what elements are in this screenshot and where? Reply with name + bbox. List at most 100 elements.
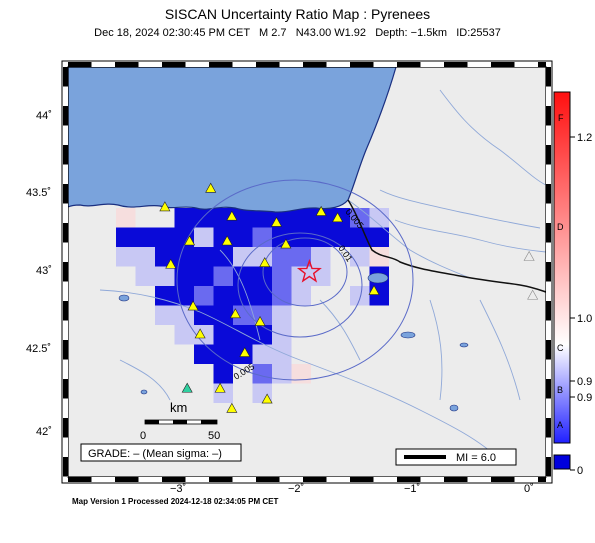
station-marker[interactable]	[332, 212, 344, 223]
uncertainty-cell	[252, 364, 272, 384]
frame-band	[162, 477, 186, 482]
uncertainty-cell	[213, 325, 233, 345]
uncertainty-cell	[155, 227, 175, 247]
uncertainty-cell	[252, 286, 272, 306]
station-marker[interactable]	[226, 210, 238, 221]
frame-band	[546, 281, 551, 301]
frame-band	[63, 86, 68, 106]
mi-text: MI = 6.0	[456, 452, 496, 464]
uncertainty-cell	[155, 305, 175, 325]
station-marker[interactable]	[165, 258, 177, 269]
station-marker[interactable]	[187, 300, 199, 311]
station-marker[interactable]	[205, 182, 217, 193]
frame-band	[279, 477, 303, 482]
frame-band	[279, 62, 303, 67]
frame-band	[63, 125, 68, 145]
uncertainty-cell	[174, 247, 194, 267]
station-marker[interactable]	[270, 216, 283, 227]
cb-num-2: 1.0	[577, 313, 592, 325]
frame-band	[546, 203, 551, 223]
frame-band	[397, 62, 421, 67]
frame-band	[232, 477, 256, 482]
uncertainty-cell	[291, 227, 311, 247]
station-marker[interactable]	[159, 201, 171, 212]
colorbar-min-swatch	[553, 454, 571, 470]
uncertainty-cell	[233, 227, 253, 247]
frame-band	[514, 62, 538, 67]
frame-band	[444, 62, 468, 67]
uncertainty-cell	[350, 247, 370, 267]
cb-num-5: 0	[577, 465, 583, 477]
lakes	[118, 272, 469, 412]
frame-band	[115, 477, 139, 482]
uncertainty-cell	[213, 305, 233, 325]
uncertainty-cell	[194, 305, 214, 325]
cb-letter-f: F	[558, 113, 564, 123]
station-marker[interactable]	[239, 346, 251, 357]
station-marker[interactable]	[261, 393, 273, 404]
station-marker[interactable]	[259, 257, 271, 268]
frame-band	[514, 477, 538, 482]
mi-box: MI = 6.0	[395, 448, 517, 466]
lon-label-3: −3˚	[170, 483, 186, 495]
uncertainty-cell	[311, 227, 331, 247]
frame-band	[63, 67, 68, 87]
station-marker[interactable]	[280, 238, 292, 249]
frame-band	[63, 106, 68, 126]
station-marker-green[interactable]	[181, 382, 193, 393]
grade-text: GRADE: – (Mean sigma: –)	[88, 448, 222, 460]
frame-band	[63, 398, 68, 418]
uncertainty-cell	[116, 208, 136, 228]
uncertainty-cell	[350, 286, 370, 306]
frame-band	[303, 62, 327, 67]
station-marker-inactive[interactable]	[527, 289, 539, 300]
station-marker[interactable]	[214, 382, 226, 393]
station-marker[interactable]	[226, 402, 238, 413]
station-marker-inactive[interactable]	[523, 250, 535, 261]
uncertainty-cell	[174, 208, 194, 228]
station-marker[interactable]	[194, 328, 206, 339]
uncertainty-cell	[194, 286, 214, 306]
cb-num-3: 0.9	[577, 376, 592, 388]
cb-num-1: 1.2	[577, 132, 592, 144]
uncertainty-cell	[272, 286, 292, 306]
frame-band	[115, 62, 139, 67]
station-marker[interactable]	[315, 205, 327, 216]
frame-band	[63, 203, 68, 223]
scale-tick-50: 50	[208, 430, 220, 442]
frame-band	[350, 62, 374, 67]
uncertainty-cell	[330, 227, 350, 247]
station-marker[interactable]	[184, 235, 196, 246]
uncertainty-cell	[233, 305, 253, 325]
uncertainty-cell	[233, 325, 253, 345]
uncertainty-cell	[291, 208, 311, 228]
cb-letter-d: D	[557, 222, 564, 232]
lat-label-42: 42˚	[36, 426, 52, 438]
cb-letter-c: C	[557, 343, 564, 353]
station-marker[interactable]	[368, 284, 380, 295]
frame-band	[350, 477, 374, 482]
cb-letter-b: B	[557, 385, 563, 395]
uncertainty-cell	[252, 344, 272, 364]
station-marker[interactable]	[221, 235, 233, 246]
station-marker[interactable]	[229, 308, 241, 319]
frame-band	[546, 262, 551, 282]
uncertainty-cell	[194, 247, 214, 267]
uncertainty-cell	[252, 227, 272, 247]
cb-num-4: 0.9	[577, 392, 592, 404]
uncertainty-cell	[135, 266, 155, 286]
frame-band	[303, 477, 327, 482]
frame-band	[546, 86, 551, 106]
frame-band	[546, 398, 551, 418]
frame-band	[209, 62, 233, 67]
epicenter-star[interactable]	[296, 258, 322, 283]
frame-band	[538, 62, 546, 67]
frame-band	[546, 223, 551, 243]
station-marker[interactable]	[254, 315, 266, 326]
frame-band	[546, 67, 551, 87]
scale-tick-0: 0	[140, 430, 146, 442]
frame-band	[546, 379, 551, 399]
outer-frame	[61, 60, 553, 484]
frame-band	[373, 477, 397, 482]
